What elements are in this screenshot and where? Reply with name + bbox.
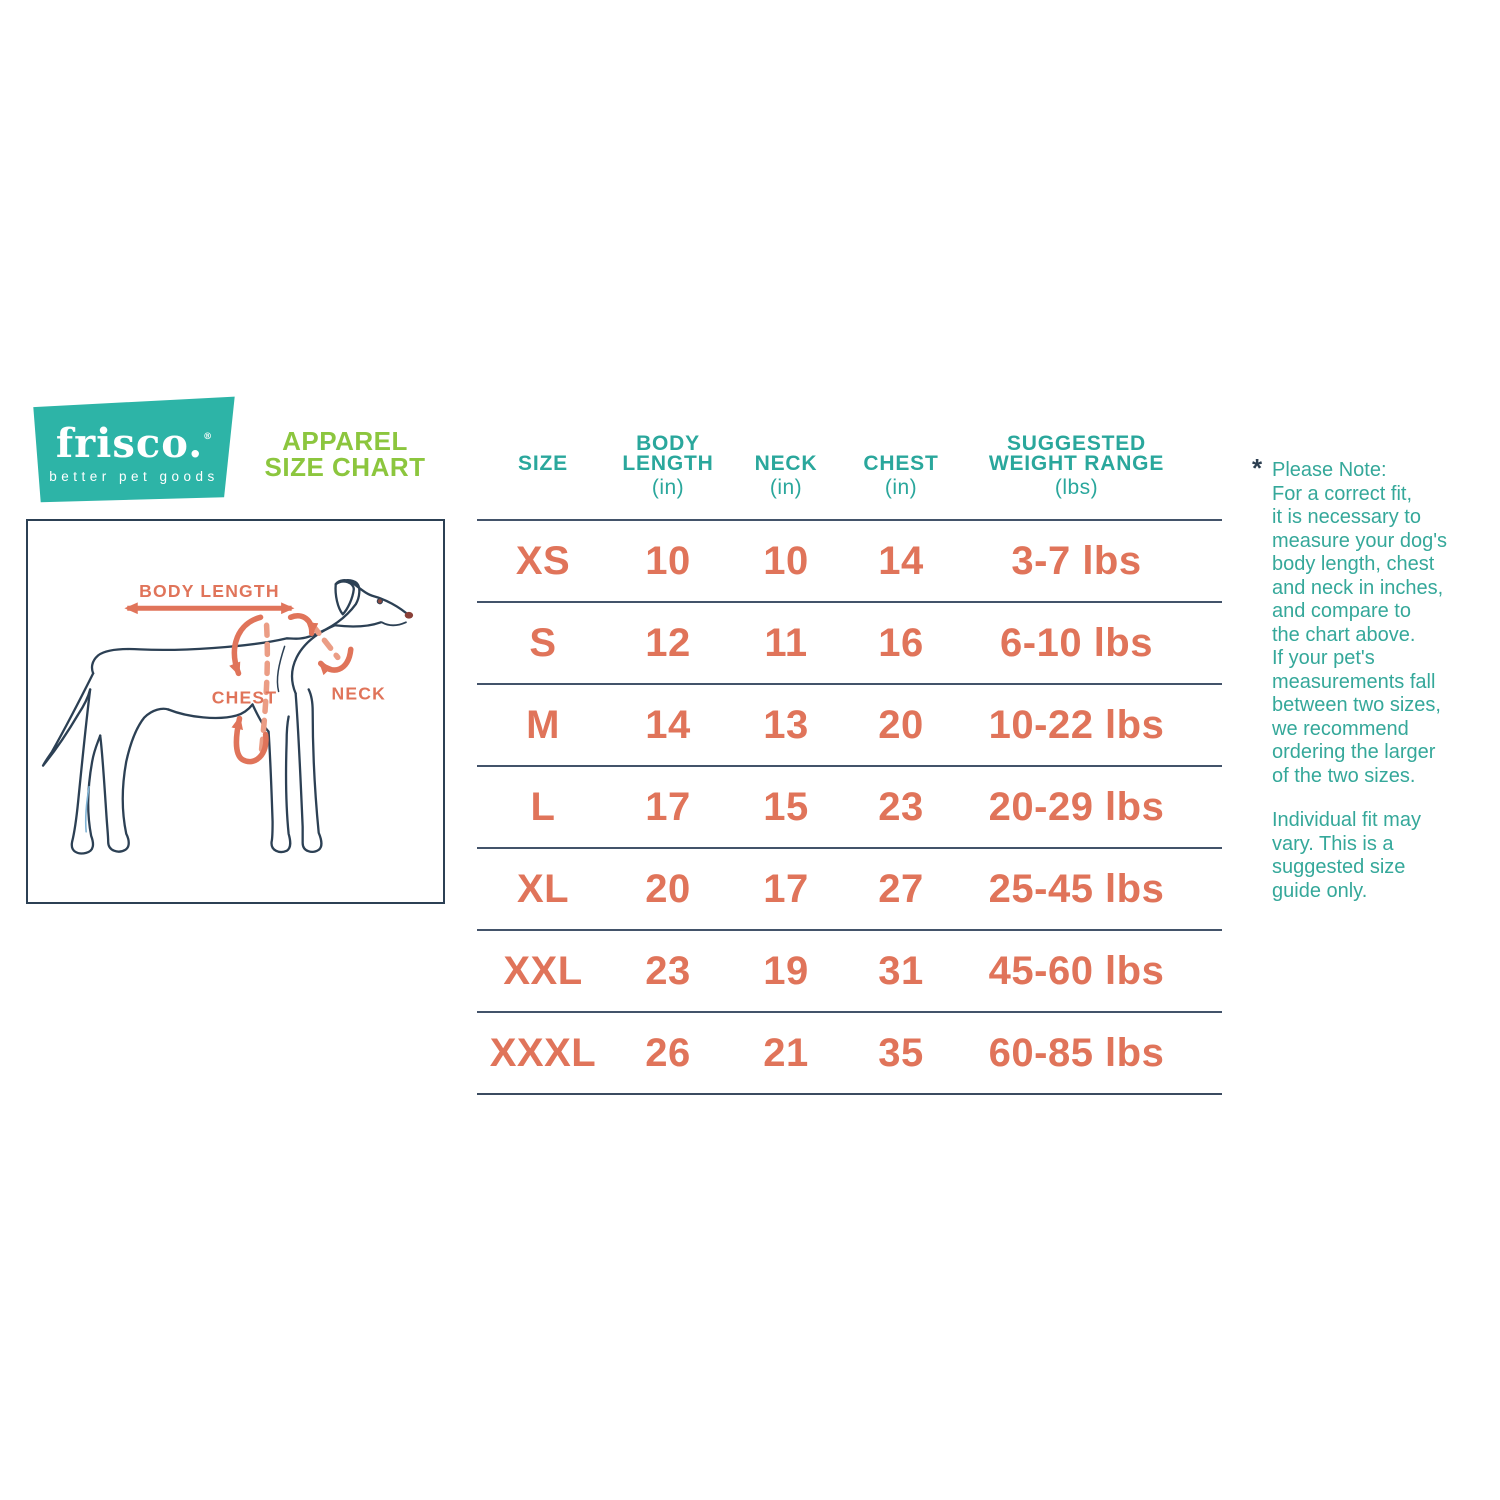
cell-size: XL	[516, 866, 570, 911]
cell-body-length: 14	[645, 702, 691, 747]
cell-neck: 10	[763, 538, 809, 583]
cell-weight: 45-60 lbs	[988, 948, 1165, 993]
column-header-chest: CHEST (in)	[863, 452, 939, 499]
page-title-line2: SIZE CHART	[264, 452, 426, 482]
cell-chest: 35	[878, 1030, 924, 1075]
page-title-line1: APPAREL	[282, 426, 408, 456]
cell-chest: 14	[878, 538, 924, 583]
column-header-weight-range: SUGGESTED WEIGHT RANGE (lbs)	[988, 432, 1165, 499]
cell-neck: 19	[763, 948, 809, 993]
cell-body-length: 17	[645, 784, 691, 829]
page-title: APPAREL SIZE CHART	[262, 428, 428, 480]
measurement-annotations: BODY LENGTH CHEST NECK	[124, 581, 387, 765]
table-row-xxl: XXL 23 19 31 45-60 lbs	[477, 929, 1222, 1011]
cell-body-length: 23	[645, 948, 691, 993]
table-row-l: L 17 15 23 20-29 lbs	[477, 765, 1222, 847]
column-header-body-length: BODY LENGTH (in)	[622, 432, 714, 499]
neck-arrow-top	[287, 613, 319, 637]
cell-size: XS	[515, 538, 571, 583]
dog-outline	[41, 579, 412, 855]
cell-weight: 20-29 lbs	[988, 784, 1165, 829]
cell-chest: 20	[878, 702, 924, 747]
cell-neck: 11	[764, 620, 808, 665]
dog-eye	[376, 598, 383, 605]
note-text: Please Note: For a correct fit, it is ne…	[1272, 459, 1462, 903]
neck-arrow-bottom	[317, 646, 354, 676]
cell-weight: 60-85 lbs	[988, 1030, 1165, 1075]
chest-label: CHEST	[212, 687, 277, 707]
cell-chest: 27	[878, 866, 924, 911]
body-length-label: BODY LENGTH	[139, 581, 280, 601]
cell-weight: 3-7 lbs	[1011, 538, 1142, 583]
dog-nose	[404, 611, 414, 619]
note-heading: Please Note:	[1272, 459, 1387, 481]
table-row-xxxl: XXXL 26 21 35 60-85 lbs	[477, 1011, 1222, 1093]
size-table-header: SIZE BODY LENGTH (in) NECK (in) CHEST (i…	[477, 427, 1222, 519]
cell-neck: 21	[763, 1030, 809, 1075]
column-header-neck: NECK (in)	[754, 452, 818, 499]
cell-body-length: 10	[645, 538, 691, 583]
table-row-m: M 14 13 20 10-22 lbs	[477, 683, 1222, 765]
frisco-logo-tagline: better pet goods	[49, 468, 219, 484]
cell-body-length: 26	[645, 1030, 691, 1075]
column-header-size: SIZE	[518, 452, 568, 475]
cell-weight: 25-45 lbs	[988, 866, 1165, 911]
cell-weight: 10-22 lbs	[988, 702, 1165, 747]
chest-arrow-top	[229, 614, 264, 677]
cell-size: XXXL	[489, 1030, 597, 1075]
chest-dashed-line	[258, 622, 271, 753]
cell-size: M	[526, 702, 560, 747]
chest-arrow-bottom	[231, 715, 269, 765]
registered-trademark-icon: ®	[203, 431, 213, 442]
table-row-xl: XL 20 17 27 25-45 lbs	[477, 847, 1222, 929]
cell-neck: 17	[763, 866, 809, 911]
cell-size: L	[530, 784, 556, 829]
cell-chest: 23	[878, 784, 924, 829]
please-note: * Please Note: For a correct fit, it is …	[1252, 453, 1462, 903]
cell-body-length: 20	[645, 866, 691, 911]
asterisk-icon: *	[1252, 453, 1263, 483]
cell-neck: 13	[763, 702, 809, 747]
cell-chest: 16	[878, 620, 924, 665]
cell-size: S	[529, 620, 557, 665]
frisco-logo-wordmark: frisco.®	[56, 417, 212, 464]
table-row-xs: XS 10 10 14 3-7 lbs	[477, 519, 1222, 601]
cell-weight: 6-10 lbs	[1000, 620, 1153, 665]
dog-measurement-panel: BODY LENGTH CHEST NECK	[26, 519, 445, 904]
note-body: For a correct fit, it is necessary to me…	[1272, 482, 1448, 787]
table-row-s: S 12 11 16 6-10 lbs	[477, 601, 1222, 683]
cell-chest: 31	[878, 948, 924, 993]
dog-illustration: BODY LENGTH CHEST NECK	[41, 579, 414, 855]
frisco-logo-text: frisco.	[55, 419, 204, 467]
cell-size: XXL	[503, 948, 583, 993]
size-table: SIZE BODY LENGTH (in) NECK (in) CHEST (i…	[477, 427, 1222, 1095]
note-secondary: Individual fit may vary. This is a sugge…	[1272, 809, 1421, 902]
neck-label: NECK	[332, 683, 387, 703]
cell-body-length: 12	[645, 620, 691, 665]
cell-neck: 15	[763, 784, 809, 829]
frisco-logo-banner: frisco.® better pet goods	[33, 396, 235, 503]
